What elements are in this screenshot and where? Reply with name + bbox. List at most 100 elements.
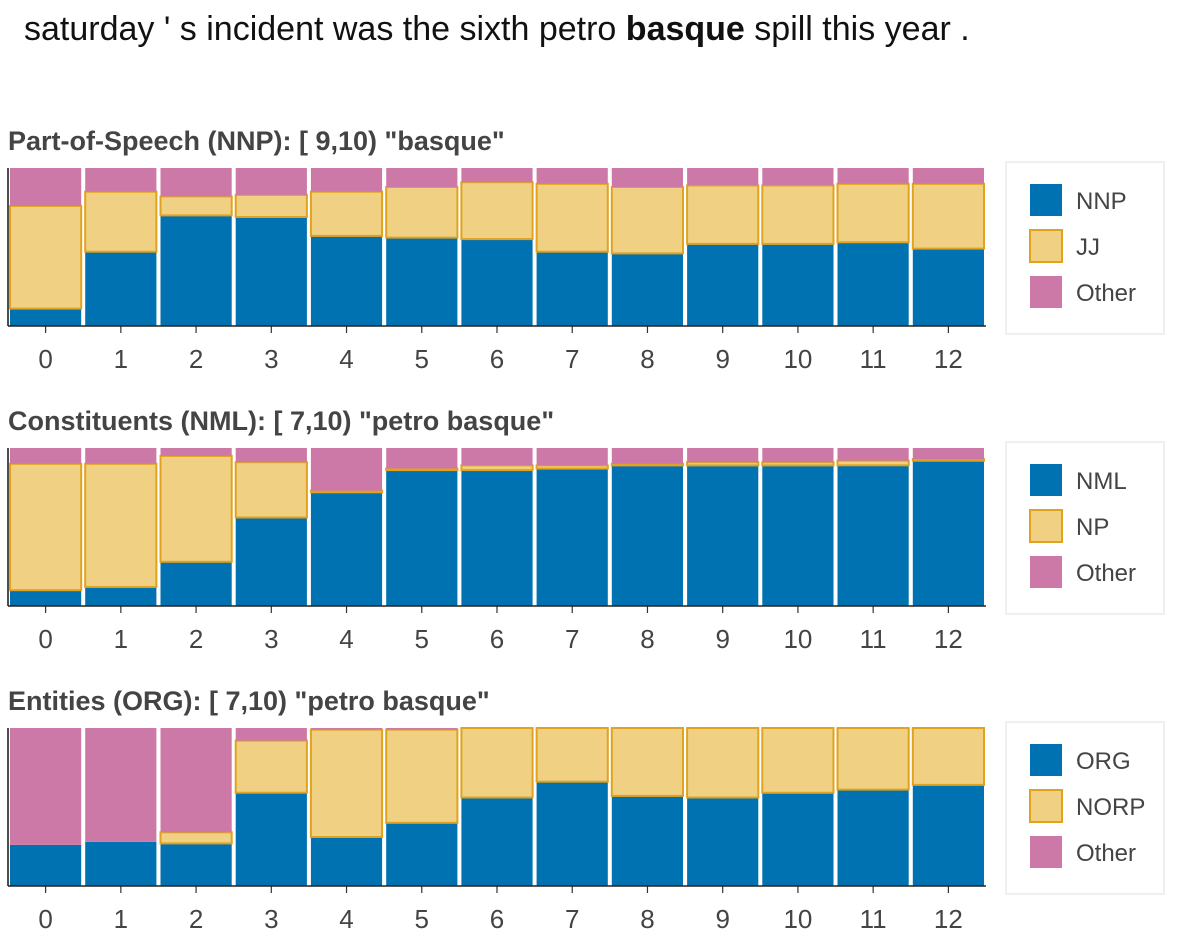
bar-nml-12	[912, 460, 984, 606]
chart-title: Part-of-Speech (NNP): [ 9,10) "basque"	[8, 126, 505, 156]
x-tick-label: 7	[565, 344, 579, 374]
bar-org-2	[160, 843, 232, 886]
legend-label-nml: NML	[1076, 468, 1127, 495]
bar-nml-2	[160, 561, 232, 606]
bar-norp-5	[385, 728, 459, 824]
legend-swatch-nml	[1030, 464, 1062, 496]
bar-org-10	[762, 792, 834, 886]
bar-org-4	[310, 837, 383, 886]
x-tick-label: 3	[264, 344, 278, 374]
chart-panel-0: Part-of-Speech (NNP): [ 9,10) "basque" 0 1…	[7, 126, 1165, 374]
x-tick-label: 6	[490, 344, 504, 374]
bar-other-1	[85, 448, 157, 464]
bar-org-8	[611, 795, 683, 886]
x-tick-label: 11	[860, 624, 887, 654]
bar-other-11	[837, 168, 909, 184]
bar-nml-0	[10, 590, 82, 606]
x-tick-label: 3	[264, 624, 278, 654]
legend-label-norp: NORP	[1076, 794, 1145, 821]
bar-nnp-6	[461, 239, 533, 326]
sentence-after: spill this year .	[744, 10, 970, 48]
legend-label-other: Other	[1076, 840, 1136, 867]
bar-nml-10	[762, 465, 834, 606]
bar-org-5	[386, 822, 458, 886]
x-tick-label: 11	[860, 904, 887, 934]
bar-jj-3	[234, 193, 308, 218]
bar-other-4	[310, 448, 383, 491]
x-tick-label: 8	[640, 344, 654, 374]
x-tick-label: 12	[934, 344, 963, 374]
x-tick-label: 8	[640, 904, 654, 934]
bar-nnp-5	[386, 237, 458, 326]
legend-swatch-jj	[1029, 229, 1063, 263]
bar-nml-11	[837, 465, 909, 606]
x-tick-label: 12	[934, 904, 963, 934]
bar-jj-2	[159, 195, 233, 217]
bar-np-7	[535, 464, 609, 470]
chart-panel-2: Entities (ORG): [ 7,10) "petro basque" 0 1…	[7, 686, 1165, 934]
bar-norp-9	[686, 727, 760, 799]
legend-swatch-norp	[1029, 789, 1063, 823]
bar-nml-3	[235, 517, 307, 606]
x-tick-label: 10	[783, 344, 812, 374]
bar-jj-12	[911, 182, 985, 250]
bar-np-0	[9, 462, 83, 592]
sentence-highlight: basque	[625, 10, 745, 48]
bar-np-12	[911, 458, 985, 462]
bar-jj-0	[9, 204, 83, 310]
x-tick-label: 8	[640, 624, 654, 654]
bar-org-11	[837, 789, 909, 886]
x-tick-label: 1	[114, 344, 128, 374]
bar-nnp-3	[235, 217, 307, 326]
legend-swatch-org	[1030, 744, 1062, 776]
bar-org-9	[687, 797, 759, 886]
bar-np-5	[385, 467, 459, 472]
bar-jj-6	[460, 181, 534, 241]
legend-swatch-other	[1030, 836, 1062, 868]
bar-nnp-10	[762, 243, 834, 326]
bar-np-11	[836, 459, 910, 467]
x-tick-label: 1	[114, 624, 128, 654]
bar-norp-2	[159, 831, 233, 845]
bar-norp-11	[836, 727, 910, 791]
x-tick-label: 2	[189, 904, 203, 934]
x-tick-label: 4	[339, 344, 353, 374]
bar-np-1	[84, 462, 158, 588]
bar-jj-7	[535, 182, 609, 253]
bar-other-12	[912, 168, 984, 184]
bar-other-11	[837, 448, 909, 461]
bar-jj-8	[610, 186, 684, 255]
bar-other-2	[160, 168, 232, 197]
legend-swatch-np	[1029, 509, 1063, 543]
bar-norp-3	[234, 739, 308, 794]
bar-other-3	[235, 448, 307, 463]
chart-panel-1: Constituents (NML): [ 7,10) "petro basqu…	[7, 406, 1165, 654]
bar-other-1	[85, 168, 157, 192]
bar-norp-8	[610, 727, 684, 797]
legend-label-other: Other	[1076, 280, 1136, 307]
bar-other-9	[687, 448, 759, 463]
x-tick-label: 9	[715, 344, 729, 374]
bar-org-6	[461, 797, 533, 886]
legend-label-org: ORG	[1076, 748, 1131, 775]
bar-other-3	[235, 728, 307, 741]
bar-nnp-8	[611, 253, 683, 326]
bar-jj-4	[309, 190, 384, 237]
bar-other-10	[762, 168, 834, 186]
bar-jj-5	[385, 186, 459, 239]
legend-label-jj: JJ	[1076, 234, 1100, 261]
bar-norp-10	[761, 727, 835, 794]
x-tick-label: 5	[415, 904, 429, 934]
sentence: saturday ' s incident was the sixth petr…	[24, 10, 970, 49]
x-tick-label: 2	[189, 344, 203, 374]
bar-jj-1	[84, 190, 158, 253]
x-tick-label: 12	[934, 624, 963, 654]
bar-nnp-2	[160, 215, 232, 326]
bar-nnp-11	[837, 242, 909, 326]
bar-nml-5	[386, 470, 458, 606]
bar-np-6	[460, 464, 534, 472]
bar-org-3	[235, 792, 307, 886]
bar-other-7	[536, 448, 608, 466]
x-tick-label: 4	[339, 624, 353, 654]
bar-jj-9	[686, 184, 760, 245]
